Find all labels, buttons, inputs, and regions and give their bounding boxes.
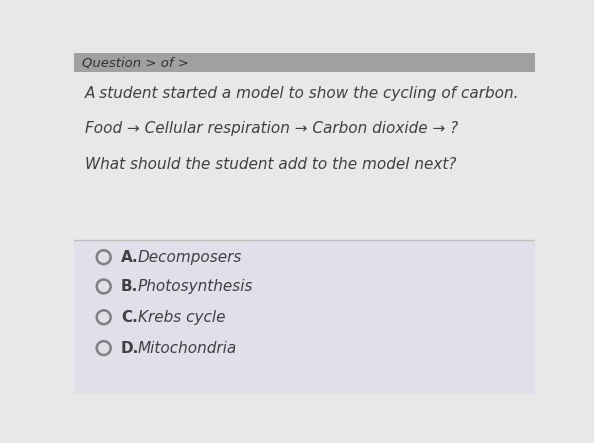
Text: Photosynthesis: Photosynthesis [138, 279, 253, 294]
Text: Food → Cellular respiration → Carbon dioxide → ?: Food → Cellular respiration → Carbon dio… [85, 121, 459, 136]
Text: B.: B. [121, 279, 138, 294]
Text: What should the student add to the model next?: What should the student add to the model… [85, 157, 457, 172]
Text: A student started a model to show the cycling of carbon.: A student started a model to show the cy… [85, 86, 520, 101]
Bar [74, 240, 535, 394]
Text: D.: D. [121, 341, 139, 356]
Text: Mitochondria: Mitochondria [138, 341, 237, 356]
Text: C.: C. [121, 310, 137, 325]
Text: Question > of >: Question > of > [82, 57, 189, 70]
Text: A.: A. [121, 250, 138, 265]
Bar [74, 53, 535, 72]
Text: Decomposers: Decomposers [138, 250, 242, 265]
Text: Krebs cycle: Krebs cycle [138, 310, 225, 325]
Bar [74, 72, 535, 240]
